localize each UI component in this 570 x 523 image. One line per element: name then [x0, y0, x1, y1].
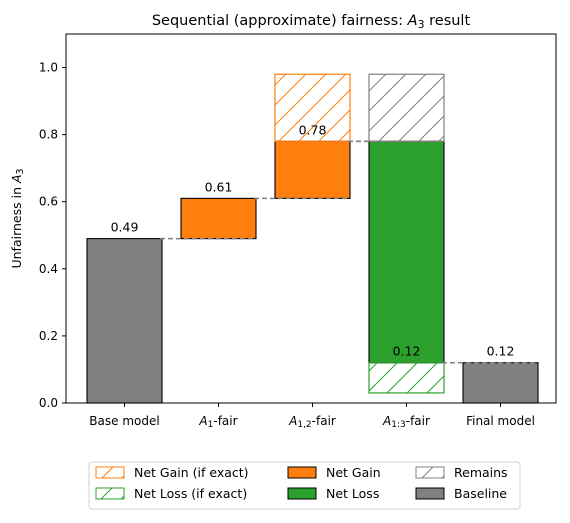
y-axis-label: Unfairness in A3: [9, 168, 26, 268]
bar-net-loss-if-exact-6: [368, 362, 445, 394]
bar-net-gain-2: [274, 140, 351, 199]
y-tick-label-1: 0.2: [39, 329, 58, 343]
y-tick-label-5: 1.0: [39, 61, 58, 75]
x-tick-label-4: Final model: [466, 414, 535, 428]
value-label-4: 0.12: [487, 344, 515, 359]
legend-swatch-3: [287, 487, 317, 500]
legend: Net Gain (if exact) Net Loss (if exact) Ne…: [88, 461, 521, 510]
legend-swatch-4: [415, 466, 445, 479]
legend-label-0: Net Gain (if exact): [134, 465, 249, 480]
y-tick-label-2: 0.4: [39, 262, 58, 276]
bar-net-gain-if-exact-3: [274, 73, 351, 142]
x-tick-label-3: A1:3-fair: [382, 414, 430, 430]
bar-net-loss-4: [368, 140, 445, 364]
chart-title: Sequential (approximate) fairness: A3 re…: [152, 13, 471, 31]
x-tick-label-1: A1-fair: [198, 414, 237, 430]
y-tick-label-3: 0.6: [39, 195, 58, 209]
legend-label-3: Net Loss: [326, 486, 379, 501]
y-tick-label-4: 0.8: [39, 128, 58, 142]
value-label-2: 0.78: [299, 122, 327, 137]
value-labels: 0.49 0.61 0.78 0.12 0.12: [111, 122, 515, 358]
value-label-3: 0.12: [393, 344, 421, 359]
y-tick-label-0: 0.0: [39, 396, 58, 410]
bar-baseline-7: [462, 362, 539, 404]
legend-label-2: Net Gain: [326, 465, 381, 480]
axes: 0.0 0.2 0.4 0.6 0.8 1.0 Base model A1-fair A1,2-…: [39, 33, 557, 430]
x-tick-label-0: Base model: [89, 414, 159, 428]
chart-title-text: Sequential (approximate) fairness: A3 re…: [152, 13, 471, 31]
value-label-0: 0.49: [111, 220, 139, 235]
legend-label-4: Remains: [454, 465, 508, 480]
x-tick-label-2: A1,2-fair: [288, 414, 336, 430]
legend-swatch-2: [287, 466, 317, 479]
legend-swatch-1: [95, 487, 125, 500]
legend-box: [88, 461, 521, 510]
legend-label-1: Net Loss (if exact): [134, 486, 247, 501]
bars: [86, 73, 539, 404]
plot-frame: [65, 33, 557, 404]
legend-label-5: Baseline: [454, 486, 507, 501]
bar-net-gain-1: [180, 197, 257, 240]
connectors: [160, 140, 538, 364]
legend-swatch-0: [95, 466, 125, 479]
bar-remains-5: [368, 73, 445, 142]
bar-baseline-0: [86, 238, 163, 404]
y-axis-label-text: Unfairness in A3: [9, 168, 26, 268]
value-label-1: 0.61: [205, 179, 233, 194]
legend-swatch-5: [415, 487, 445, 500]
